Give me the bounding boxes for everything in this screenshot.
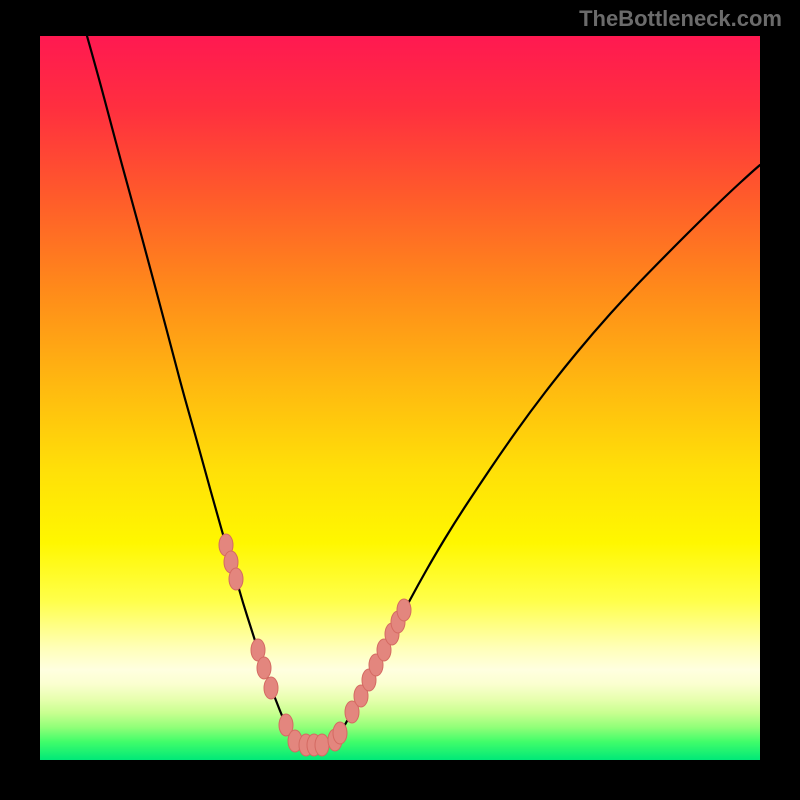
chart-container: TheBottleneck.com xyxy=(0,0,800,800)
plot-svg xyxy=(0,0,800,800)
plot-background xyxy=(40,36,760,760)
data-marker xyxy=(229,568,243,590)
data-marker xyxy=(264,677,278,699)
data-marker xyxy=(257,657,271,679)
data-marker xyxy=(333,722,347,744)
data-marker xyxy=(397,599,411,621)
data-marker xyxy=(315,734,329,756)
